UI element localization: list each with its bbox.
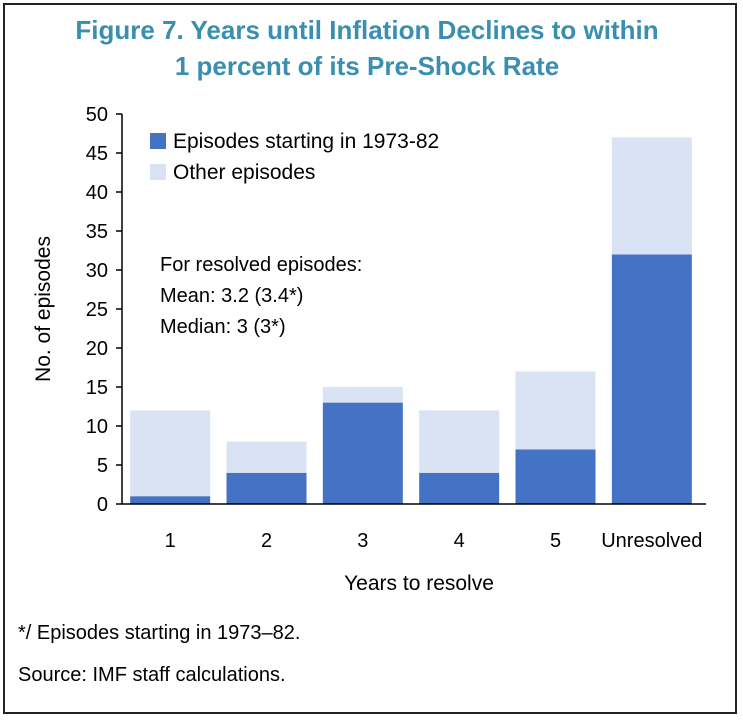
legend-swatch-other-episodes [150, 164, 166, 180]
bar-other-episodes-1 [130, 410, 211, 497]
bar-episodes-1973-82-5 [515, 449, 596, 504]
annotation-line: Mean: 3.2 (3.4*) [160, 285, 303, 307]
x-tick-label: 2 [261, 530, 272, 552]
x-tick-label: Unresolved [601, 530, 702, 552]
x-axis-title: Years to resolve [344, 572, 494, 595]
x-tick-label: 1 [165, 530, 176, 552]
y-tick-label: 20 [86, 338, 108, 360]
bar-episodes-1973-82-2 [226, 472, 307, 504]
y-tick-label: 10 [86, 416, 108, 438]
legend-swatch-episodes-1973-82 [150, 133, 166, 149]
y-tick-label: 40 [86, 182, 108, 204]
bar-other-episodes-unresolved [611, 137, 692, 255]
y-axis-title: No. of episodes [32, 236, 55, 382]
annotation-line: Median: 3 (3*) [160, 316, 286, 338]
bar-episodes-1973-82-4 [419, 472, 500, 504]
y-tick-label: 45 [86, 143, 108, 165]
y-tick-label: 15 [86, 377, 108, 399]
annotation-line: For resolved episodes: [160, 254, 362, 276]
y-tick-label: 5 [97, 455, 108, 477]
y-tick-label: 35 [86, 221, 108, 243]
bar-other-episodes-2 [226, 441, 307, 473]
y-tick-label: 30 [86, 260, 108, 282]
x-tick-label: 3 [357, 530, 368, 552]
x-tick-label: 4 [454, 530, 465, 552]
bar-other-episodes-3 [322, 387, 403, 403]
bar-episodes-1973-82-unresolved [611, 254, 692, 504]
bar-episodes-1973-82-3 [322, 402, 403, 504]
legend-label-episodes-1973-82: Episodes starting in 1973-82 [173, 130, 439, 153]
bar-other-episodes-5 [515, 371, 596, 450]
chart-title: Figure 7. Years until Inflation Declines… [0, 12, 734, 84]
source-note: Source: IMF staff calculations. [18, 664, 286, 686]
x-tick-label: 5 [550, 530, 561, 552]
title-line-2: 1 percent of its Pre-Shock Rate [174, 51, 560, 81]
bar-other-episodes-4 [419, 410, 500, 473]
bar-episodes-1973-82-1 [130, 496, 211, 504]
footnote: */ Episodes starting in 1973–82. [18, 622, 301, 644]
y-tick-label: 50 [86, 104, 108, 126]
legend-label-other-episodes: Other episodes [173, 161, 315, 184]
y-tick-label: 0 [97, 494, 108, 516]
y-tick-label: 25 [86, 299, 108, 321]
title-line-1: Figure 7. Years until Inflation Declines… [75, 15, 659, 45]
